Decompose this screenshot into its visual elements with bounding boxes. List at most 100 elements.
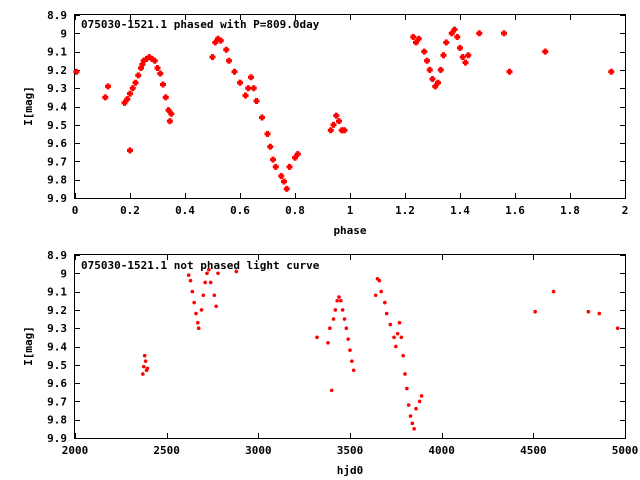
data-point — [231, 68, 238, 75]
x-tick-label: 3000 — [245, 444, 272, 457]
data-point — [426, 66, 433, 73]
data-point — [199, 308, 204, 312]
data-point — [141, 372, 145, 376]
data-point — [395, 331, 400, 336]
data-point — [272, 163, 279, 170]
data-point — [259, 114, 265, 121]
x-tick-label: 4500 — [520, 444, 547, 457]
phased-light-curve-panel: 075030-1521.1 phased with P=809.0day pha… — [22, 9, 628, 237]
y-tick-label: 9.7 — [47, 155, 67, 168]
data-point — [533, 309, 537, 314]
data-point — [194, 311, 198, 316]
x-tick-label: 1.8 — [560, 204, 580, 217]
data-point — [373, 293, 378, 298]
data-point — [383, 300, 387, 305]
x-tick-label: 0.6 — [230, 204, 250, 217]
x-axis-label: phase — [333, 224, 366, 237]
y-tick-label: 9.2 — [47, 64, 67, 77]
data-point — [166, 118, 173, 125]
data-point — [341, 127, 348, 134]
data-point — [281, 178, 287, 185]
x-tick-label: 1.6 — [505, 204, 525, 217]
data-point — [417, 399, 422, 404]
data-point — [121, 99, 128, 106]
data-point — [351, 368, 356, 373]
y-tick-label: 9.1 — [47, 46, 67, 59]
data-point — [476, 30, 483, 37]
data-point — [205, 271, 209, 276]
y-tick-label: 9.6 — [47, 137, 67, 150]
data-point — [188, 278, 193, 283]
data-point — [237, 79, 243, 86]
chart-title: 075030-1521.1 not phased light curve — [81, 259, 320, 272]
data-point — [419, 394, 424, 398]
data-point — [586, 309, 591, 314]
data-point — [608, 68, 615, 75]
data-point — [328, 326, 332, 331]
y-tick-label: 9.4 — [47, 341, 67, 354]
data-point — [226, 57, 232, 64]
data-point — [146, 54, 153, 61]
data-point — [186, 273, 191, 277]
data-point — [388, 322, 393, 327]
data-point — [278, 173, 285, 180]
data-point — [132, 79, 139, 86]
data-point — [168, 110, 175, 117]
axis-ticks: 0 0.2 0.4 0.6 0.8 1 1.2 1.4 1.6 1.8 2 8.9 9 9.1 9.2 9.3… — [47, 9, 628, 217]
data-point — [348, 348, 352, 352]
data-point — [615, 326, 620, 331]
data-point — [127, 147, 133, 154]
data-point — [143, 55, 150, 62]
data-point — [264, 130, 271, 137]
data-point — [454, 33, 461, 40]
y-tick-label: 9.6 — [47, 377, 67, 390]
data-point — [403, 372, 407, 376]
data-point — [129, 85, 136, 92]
data-point — [315, 335, 319, 340]
data-point — [327, 127, 334, 134]
data-point — [216, 271, 220, 276]
data-point — [597, 311, 602, 316]
data-point — [139, 61, 146, 68]
x-tick-label: 0.2 — [120, 204, 140, 217]
data-points — [73, 26, 615, 192]
y-tick-label: 9.9 — [47, 192, 67, 205]
x-tick-label: 2 — [622, 204, 629, 217]
data-point — [212, 39, 219, 46]
data-point — [330, 121, 337, 128]
data-point — [248, 74, 254, 81]
y-tick-label: 9.1 — [47, 286, 67, 299]
data-point — [459, 54, 466, 61]
data-point — [421, 48, 428, 55]
data-point — [283, 185, 290, 192]
data-point — [124, 96, 131, 103]
data-point — [379, 289, 383, 294]
data-point — [140, 57, 147, 64]
data-point — [102, 94, 109, 101]
x-axis-label: hjd0 — [337, 464, 364, 477]
data-point — [214, 304, 218, 309]
y-tick-label: 9.8 — [47, 174, 67, 187]
data-point — [270, 156, 276, 163]
data-point — [329, 388, 334, 393]
data-point — [234, 269, 239, 274]
data-point — [344, 326, 349, 331]
y-tick-label: 9.7 — [47, 395, 67, 408]
x-tick-label: 5000 — [612, 444, 639, 457]
axis-ticks: 2000 2500 3000 3500 4000 4500 5000 8.9 9 9.1 9.2 9.… — [47, 249, 638, 457]
data-point — [401, 353, 405, 358]
y-tick-label: 9 — [60, 267, 67, 280]
data-point — [443, 39, 450, 46]
x-tick-label: 3500 — [337, 444, 364, 457]
data-point — [333, 308, 338, 312]
data-point — [462, 59, 469, 66]
data-point — [209, 54, 216, 61]
x-tick-label: 2500 — [153, 444, 180, 457]
x-tick-label: 4000 — [428, 444, 455, 457]
y-tick-label: 9 — [60, 27, 67, 40]
data-point — [542, 48, 549, 55]
data-point — [145, 366, 150, 371]
data-point — [217, 37, 224, 44]
y-tick-label: 9.9 — [47, 432, 67, 445]
